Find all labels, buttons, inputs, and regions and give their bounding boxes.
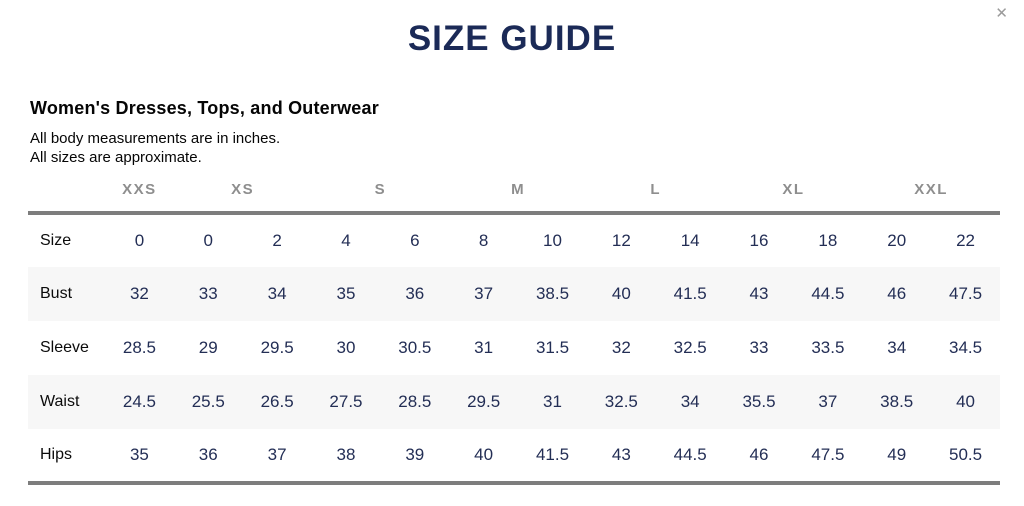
table-cell: 18 <box>818 231 838 250</box>
table-cell: 44.5 <box>655 429 725 485</box>
category-header-row: XXS XS S M L XL XXL <box>28 181 1000 215</box>
table-cell: 32.5 <box>673 338 707 357</box>
row-label: Size <box>40 232 72 249</box>
table-cell: 34 <box>887 338 907 357</box>
table-cell: 37 <box>818 392 838 411</box>
table-cell: 41.5 <box>673 284 707 303</box>
table-cell: 47.5 <box>793 429 863 485</box>
row-label: Bust <box>40 285 73 302</box>
table-cell: 40 <box>956 392 976 411</box>
category-header-xxs: XXS <box>105 181 174 215</box>
table-cell: 33 <box>198 284 218 303</box>
table-cell: 43 <box>586 429 656 485</box>
table-cell: 12 <box>611 231 631 250</box>
table-cell: 25.5 <box>191 392 225 411</box>
table-cell: 29.5 <box>260 338 294 357</box>
table-cell: 37 <box>242 429 312 485</box>
table-cell: 35 <box>336 284 356 303</box>
table-cell: 2 <box>272 231 282 250</box>
table-cell: 32.5 <box>604 392 638 411</box>
table-cell: 32 <box>129 284 149 303</box>
table-cell: 14 <box>680 231 700 250</box>
table-cell: 8 <box>478 231 489 250</box>
table-cell: 34 <box>267 284 287 303</box>
table-cell: 0 <box>203 231 213 250</box>
table-cell: 35.5 <box>742 392 776 411</box>
table-cell: 38 <box>311 429 381 485</box>
table-cell: 50.5 <box>931 429 1000 485</box>
table-cell: 38.5 <box>535 284 570 303</box>
table-cell: 40 <box>449 429 519 485</box>
table-row-waist: Waist 24.5 25.5 26.5 27.5 28.5 29.5 31 3… <box>28 375 1000 429</box>
table-cell: 37 <box>474 284 494 303</box>
table-cell: 24.5 <box>122 392 156 411</box>
table-cell: 35 <box>105 429 174 485</box>
table-cell: 27.5 <box>329 392 363 411</box>
table-cell: 31 <box>474 338 494 357</box>
intro-section: Women's Dresses, Tops, and Outerwear All… <box>30 59 994 167</box>
note-approximate: All sizes are approximate. <box>30 149 202 166</box>
table-cell: 36 <box>405 284 425 303</box>
table-row-sleeve: Sleeve 28.5 29 29.5 30 30.5 31 31.5 32 3… <box>28 321 1000 375</box>
table-cell: 41.5 <box>518 429 587 485</box>
table-cell: 46 <box>724 429 794 485</box>
table-cell: 22 <box>956 231 976 250</box>
table-cell: 34 <box>680 392 700 411</box>
category-header-xl: XL <box>724 181 863 215</box>
row-label: Sleeve <box>40 339 89 356</box>
table-cell: 28.5 <box>398 392 432 411</box>
table-cell: 16 <box>749 231 769 250</box>
table-cell: 28.5 <box>122 338 156 357</box>
table-cell: 47.5 <box>949 284 983 303</box>
table-cell: 30 <box>336 338 356 357</box>
table-cell: 46 <box>887 284 907 303</box>
table-cell: 34.5 <box>949 338 983 357</box>
table-cell: 30.5 <box>398 338 432 357</box>
table-row-hips: Hips 35 36 37 38 39 40 41.5 43 44.5 46 4… <box>28 429 1000 485</box>
table-cell: 33.5 <box>811 338 845 357</box>
table-cell: 43 <box>749 284 769 303</box>
table-cell: 40 <box>611 284 631 303</box>
table-cell: 4 <box>341 231 351 250</box>
row-label: Hips <box>28 429 105 485</box>
category-header-l: L <box>586 181 725 215</box>
page-title: SIZE GUIDE <box>407 19 617 58</box>
table-cell: 44.5 <box>811 284 845 303</box>
table-cell: 29 <box>198 338 218 357</box>
table-cell: 10 <box>543 231 562 250</box>
row-label: Waist <box>40 393 80 410</box>
category-header-spacer <box>28 181 105 215</box>
section-heading: Women's Dresses, Tops, and Outerwear <box>30 98 379 118</box>
table-cell: 33 <box>749 338 769 357</box>
close-icon[interactable]: ✕ <box>989 0 1014 27</box>
table-cell: 39 <box>380 429 450 485</box>
table-cell: 31 <box>543 392 562 411</box>
size-table: XXS XS S M L XL XXL Size 0 0 2 4 6 8 10 … <box>28 181 1000 485</box>
table-cell: 29.5 <box>467 392 501 411</box>
table-cell: 36 <box>173 429 243 485</box>
table-cell: 49 <box>862 429 932 485</box>
table-cell: 20 <box>887 231 907 250</box>
table-cell: 31.5 <box>535 338 570 357</box>
category-header-m: M <box>449 181 587 215</box>
category-header-xxl: XXL <box>862 181 1000 215</box>
note-measurements: All body measurements are in inches. <box>30 130 281 147</box>
table-cell: 6 <box>410 231 420 250</box>
table-row-bust: Bust 32 33 34 35 36 37 38.5 40 41.5 43 4… <box>28 267 1000 321</box>
table-cell: 0 <box>134 231 145 250</box>
category-header-s: S <box>311 181 450 215</box>
category-header-xs: XS <box>173 181 312 215</box>
table-cell: 32 <box>611 338 631 357</box>
table-cell: 26.5 <box>260 392 294 411</box>
table-row-size: Size 0 0 2 4 6 8 10 12 14 16 18 20 22 <box>28 213 1000 267</box>
table-cell: 38.5 <box>880 392 914 411</box>
